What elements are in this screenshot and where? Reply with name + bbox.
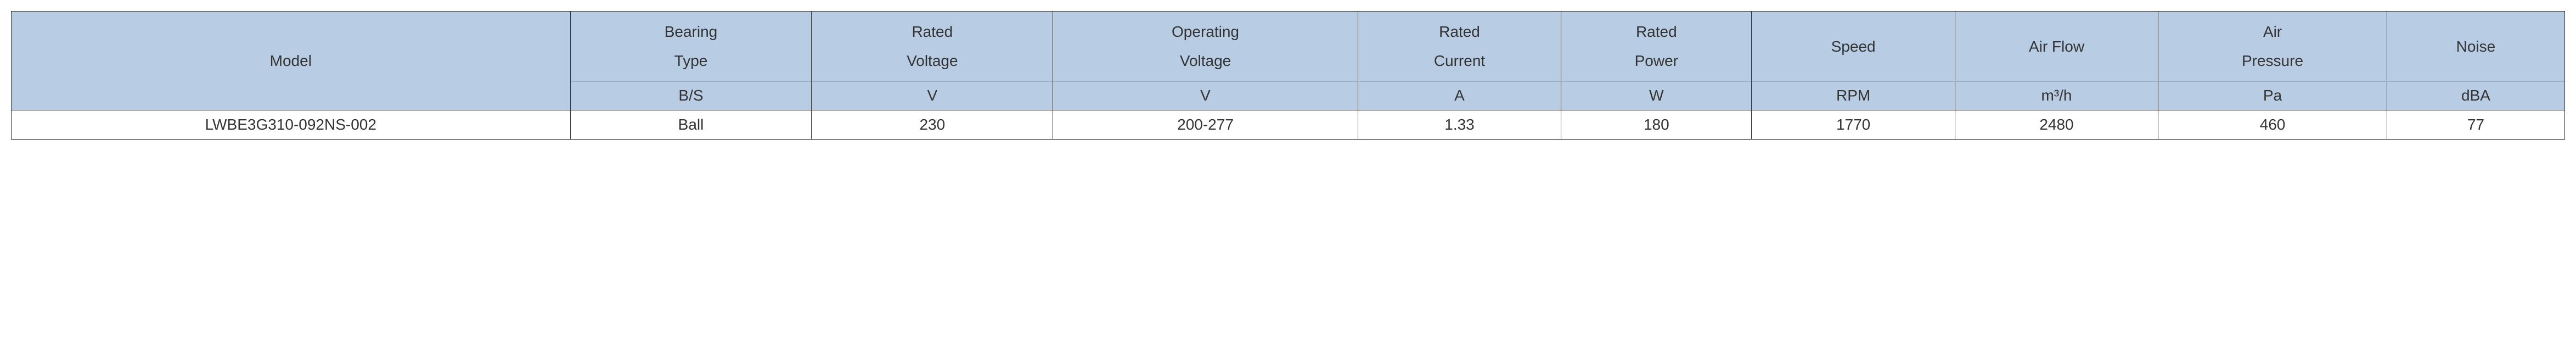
- header-label: Rated: [1439, 23, 1480, 40]
- cell-noise: 77: [2387, 110, 2564, 140]
- header-label: Current: [1434, 52, 1485, 69]
- col-unit-noise: dBA: [2387, 81, 2564, 110]
- col-unit-operating-voltage: V: [1053, 81, 1358, 110]
- cell-press: 460: [2158, 110, 2387, 140]
- col-unit-rated-power: W: [1561, 81, 1752, 110]
- header-label: Speed: [1831, 38, 1876, 55]
- col-unit-air-flow: m³/h: [1955, 81, 2158, 110]
- col-unit-speed: RPM: [1752, 81, 1955, 110]
- cell-cur: 1.33: [1358, 110, 1561, 140]
- cell-ovolt: 200-277: [1053, 110, 1358, 140]
- col-header-air-pressure: Air Pressure: [2158, 12, 2387, 81]
- header-label: Noise: [2456, 38, 2496, 55]
- header-label: Air: [2263, 23, 2282, 40]
- col-header-rated-voltage: Rated Voltage: [812, 12, 1053, 81]
- header-label: Pressure: [2242, 52, 2303, 69]
- col-header-bearing: Bearing Type: [570, 12, 812, 81]
- col-header-model: Model: [12, 12, 571, 110]
- header-label: Rated: [912, 23, 953, 40]
- col-header-air-flow: Air Flow: [1955, 12, 2158, 81]
- header-label: Operating: [1172, 23, 1239, 40]
- col-header-operating-voltage: Operating Voltage: [1053, 12, 1358, 81]
- header-label: Voltage: [907, 52, 958, 69]
- header-label: Power: [1635, 52, 1678, 69]
- table-row: LWBE3G310-092NS-002 Ball 230 200-277 1.3…: [12, 110, 2565, 140]
- cell-bearing: Ball: [570, 110, 812, 140]
- cell-flow: 2480: [1955, 110, 2158, 140]
- col-header-noise: Noise: [2387, 12, 2564, 81]
- col-unit-rated-current: A: [1358, 81, 1561, 110]
- cell-rvolt: 230: [812, 110, 1053, 140]
- col-header-rated-power: Rated Power: [1561, 12, 1752, 81]
- header-label: Type: [674, 52, 708, 69]
- col-unit-rated-voltage: V: [812, 81, 1053, 110]
- header-label: Voltage: [1180, 52, 1231, 69]
- header-label: Rated: [1636, 23, 1677, 40]
- header-label: Model: [270, 52, 312, 69]
- cell-pow: 180: [1561, 110, 1752, 140]
- col-unit-air-pressure: Pa: [2158, 81, 2387, 110]
- col-unit-bearing: B/S: [570, 81, 812, 110]
- col-header-rated-current: Rated Current: [1358, 12, 1561, 81]
- cell-model: LWBE3G310-092NS-002: [12, 110, 571, 140]
- col-header-speed: Speed: [1752, 12, 1955, 81]
- cell-speed: 1770: [1752, 110, 1955, 140]
- spec-table: Model Bearing Type Rated Voltage Operati…: [11, 11, 2565, 140]
- header-label: Bearing: [665, 23, 718, 40]
- header-label: Air Flow: [2029, 38, 2084, 55]
